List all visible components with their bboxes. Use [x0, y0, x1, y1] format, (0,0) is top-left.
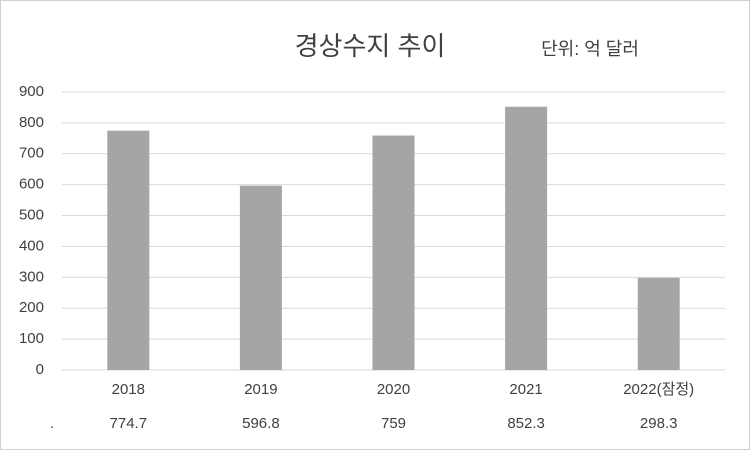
y-tick-label: 300 — [19, 268, 44, 285]
chart-subtitle: 단위: 억 달러 — [541, 39, 639, 59]
data-table-value: 774.7 — [110, 415, 148, 432]
x-tick-label: 2021 — [509, 381, 542, 398]
bar — [372, 135, 415, 370]
data-table-label: . — [50, 415, 54, 432]
y-tick-label: 600 — [19, 176, 44, 193]
x-tick-label: 2018 — [112, 381, 145, 398]
y-tick-label: 800 — [19, 114, 44, 131]
y-tick-label: 900 — [19, 83, 44, 100]
data-table-value: 759 — [381, 415, 406, 432]
bar — [107, 130, 150, 370]
y-tick-label: 200 — [19, 299, 44, 316]
bar — [239, 185, 282, 370]
x-tick-label: 2022(잠정) — [623, 381, 694, 398]
y-tick-label: 0 — [36, 361, 44, 378]
bar — [637, 277, 680, 370]
data-table-value: 298.3 — [640, 415, 678, 432]
bar — [505, 106, 548, 370]
x-tick-label: 2019 — [244, 381, 277, 398]
y-tick-label: 400 — [19, 237, 44, 254]
y-tick-label: 500 — [19, 207, 44, 224]
chart-title: 경상수지 추이 — [295, 31, 446, 61]
data-table-value: 596.8 — [242, 415, 280, 432]
y-tick-label: 700 — [19, 145, 44, 162]
y-tick-label: 100 — [19, 330, 44, 347]
x-tick-label: 2020 — [377, 381, 410, 398]
data-table-value: 852.3 — [507, 415, 545, 432]
